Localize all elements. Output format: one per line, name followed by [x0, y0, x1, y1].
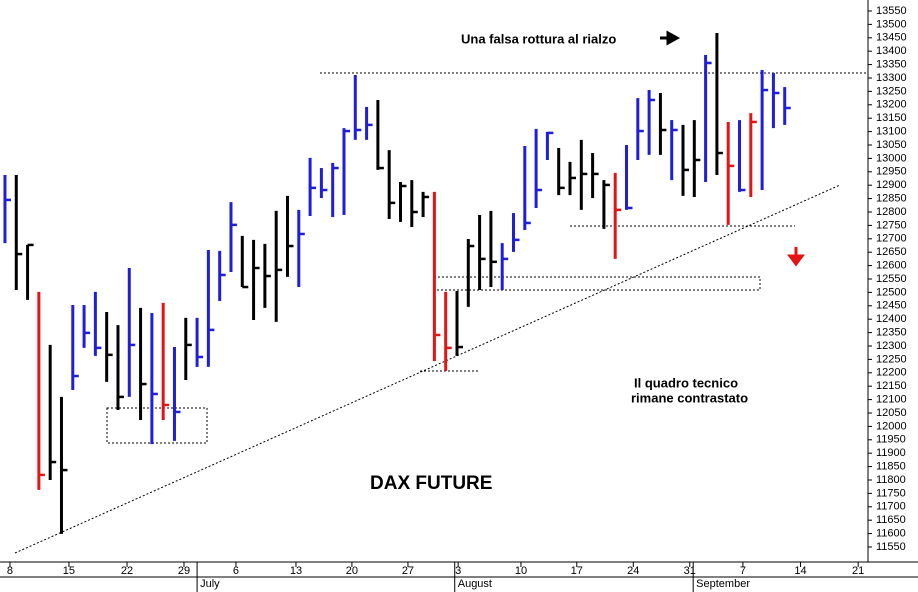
y-tick-label: 12750 [876, 219, 907, 231]
trendline [14, 184, 841, 554]
y-tick-label: 12550 [876, 273, 907, 285]
y-tick-label: 12850 [876, 192, 907, 204]
y-tick-label: 12450 [876, 300, 907, 312]
y-tick-label: 13400 [876, 45, 907, 57]
y-tick-label: 13450 [876, 32, 907, 44]
y-tick-label: 12900 [876, 179, 907, 191]
y-tick-label: 12650 [876, 246, 907, 258]
y-tick-label: 11600 [876, 527, 906, 539]
x-tick-label: 21 [852, 565, 864, 577]
y-tick-label: 13500 [876, 18, 907, 30]
y-tick-label: 11800 [876, 474, 906, 486]
x-tick-label: 8 [7, 565, 13, 577]
y-tick-label: 12350 [876, 326, 907, 338]
y-tick-label: 12100 [876, 393, 907, 405]
y-tick-label: 12050 [876, 407, 907, 419]
x-tick-label: 3 [455, 565, 461, 577]
y-tick-label: 11650 [876, 514, 906, 526]
y-tick-label: 12150 [876, 380, 907, 392]
y-tick-label: 11850 [876, 460, 906, 472]
y-tick-label: 12300 [876, 340, 907, 352]
x-tick-label: 15 [63, 565, 75, 577]
y-tick-label: 12400 [876, 313, 907, 325]
y-tick-label: 12500 [876, 286, 907, 298]
x-tick-label: 13 [290, 565, 302, 577]
y-tick-label: 11700 [876, 501, 906, 513]
x-tick-label: 10 [515, 565, 527, 577]
y-tick-label: 12000 [876, 420, 907, 432]
y-tick-label: 13250 [876, 85, 907, 97]
y-tick-label: 11950 [876, 434, 906, 446]
month-label: September [696, 578, 750, 590]
month-label: August [458, 578, 492, 590]
x-tick-label: 6 [233, 565, 239, 577]
y-tick-label: 12200 [876, 367, 907, 379]
y-tick-label: 13000 [876, 152, 907, 164]
y-tick-label: 13350 [876, 58, 907, 70]
y-tick-label: 13150 [876, 112, 907, 124]
x-tick-label: 27 [402, 565, 414, 577]
y-tick-label: 13100 [876, 125, 907, 137]
month-label: July [200, 578, 220, 590]
y-tick-label: 12950 [876, 166, 907, 178]
arrow [660, 30, 681, 46]
annotation: Il quadro tecnico [634, 375, 738, 390]
gap-box [106, 407, 208, 444]
x-tick-label: 22 [121, 565, 133, 577]
y-tick-label: 11900 [876, 447, 906, 459]
y-tick-label: 13050 [876, 139, 907, 151]
gap-box [433, 276, 761, 291]
annotation: rimane contrastato [631, 390, 748, 405]
x-tick-label: 7 [740, 565, 746, 577]
annotation: Una falsa rottura al rialzo [461, 31, 616, 46]
x-tick-label: 17 [571, 565, 583, 577]
y-tick-label: 13550 [876, 5, 907, 17]
x-tick-label: 24 [627, 565, 639, 577]
x-tick-label: 14 [794, 565, 806, 577]
x-tick-label: 20 [346, 565, 358, 577]
arrow [787, 247, 805, 267]
y-tick-label: 11750 [876, 487, 906, 499]
y-tick-label: 13200 [876, 99, 907, 111]
y-tick-label: 12250 [876, 353, 907, 365]
y-tick-label: 12700 [876, 233, 907, 245]
x-tick-label: 31 [684, 565, 696, 577]
x-tick-label: 29 [178, 565, 190, 577]
y-tick-label: 13300 [876, 72, 907, 84]
y-tick-label: 12800 [876, 206, 907, 218]
y-tick-label: 12600 [876, 259, 907, 271]
y-tick-label: 11550 [876, 541, 906, 553]
chart-title: DAX FUTURE [370, 473, 492, 494]
